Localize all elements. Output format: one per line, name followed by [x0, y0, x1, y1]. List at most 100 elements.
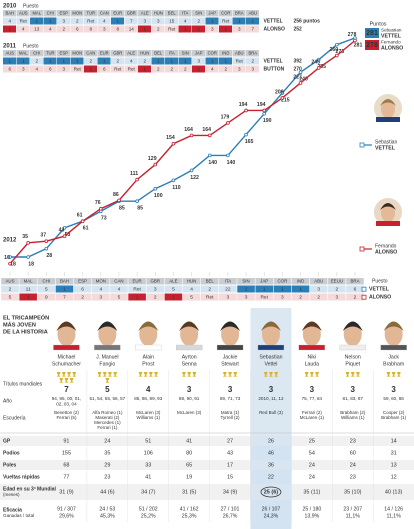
fastest-laps: 15	[227, 474, 233, 480]
portrait-shirt	[94, 344, 121, 351]
point	[335, 53, 339, 58]
position: Ret	[128, 66, 136, 71]
position: 3	[62, 18, 65, 23]
race-header-cell	[178, 50, 192, 57]
heading: EL TRICAMPEÓN	[3, 313, 49, 321]
titles: 3	[228, 385, 233, 394]
race-header-cell	[200, 278, 219, 285]
portrait-hair	[342, 321, 363, 331]
race-header-cell	[164, 278, 183, 285]
position: 1	[197, 66, 200, 71]
podiums: 80	[186, 450, 192, 456]
position-cell	[97, 17, 111, 25]
results-label: Puesto	[372, 278, 388, 284]
legend-box	[365, 28, 379, 38]
position: 4	[49, 26, 52, 31]
position-cell	[43, 25, 57, 33]
point	[353, 38, 357, 43]
position-cell	[146, 285, 165, 293]
position-cell	[16, 25, 30, 33]
race-name: COR	[208, 51, 217, 56]
portrait-face	[343, 322, 362, 346]
position: 1	[281, 286, 284, 292]
position-cell	[43, 57, 57, 65]
position: 1	[49, 58, 52, 63]
portrait-hair	[380, 203, 396, 210]
series-line	[9, 39, 356, 265]
race-name: BEL	[168, 11, 177, 16]
point	[244, 108, 248, 113]
row-label: Escudería	[3, 415, 26, 421]
trophy	[269, 372, 273, 377]
point-label: 215	[281, 97, 290, 103]
trophies	[304, 372, 319, 377]
position-cell	[57, 65, 70, 73]
trophies	[386, 372, 401, 377]
team: McLaren (1)	[300, 415, 325, 420]
season-label: Puesto	[23, 3, 39, 9]
efficiency: 25,3%	[182, 513, 197, 519]
portrait-shirt	[216, 344, 244, 351]
position-cell	[219, 25, 232, 33]
trophy	[64, 378, 69, 383]
fastest-laps: 24	[309, 474, 315, 480]
position: 3	[154, 286, 157, 292]
position-cell	[111, 17, 124, 25]
portrait-hair	[56, 321, 77, 331]
years: 51, 54, 55, 56, 57	[89, 396, 125, 401]
position: 4	[99, 286, 102, 292]
position-cell	[182, 285, 201, 293]
position-cell	[219, 65, 232, 73]
position-cell	[124, 65, 138, 73]
position-cell	[328, 293, 346, 301]
gp: 26	[268, 438, 274, 444]
position-cell	[37, 293, 56, 301]
race-name: ALE	[127, 51, 135, 56]
position-cell	[111, 25, 124, 33]
trophies	[263, 372, 278, 377]
portrait-shirt	[376, 117, 400, 122]
position-cell	[84, 17, 97, 25]
position: Ret	[87, 18, 95, 23]
position: 1	[27, 294, 30, 300]
point-label: 129	[148, 156, 157, 162]
position: 1	[76, 58, 79, 63]
position: 2	[89, 58, 92, 63]
position: 2	[76, 18, 79, 23]
position-cell	[110, 293, 128, 301]
point-label: 245	[311, 59, 320, 65]
driver-last-name: Piquet	[345, 361, 360, 367]
position: 6	[76, 26, 79, 31]
point	[80, 219, 85, 224]
race-header-cell	[165, 50, 178, 57]
wins: 26 / 107	[262, 506, 281, 512]
point-label: 73	[101, 216, 107, 222]
trophy	[182, 372, 186, 377]
position-cell	[151, 57, 165, 65]
position-cell	[3, 57, 16, 65]
age-circle	[260, 486, 282, 498]
trophies	[97, 372, 117, 383]
team: Mercedes (1)	[94, 420, 121, 425]
portrait-face	[381, 204, 395, 222]
position: 2	[9, 286, 12, 292]
position-cell	[164, 293, 183, 301]
portrait-hair	[220, 321, 241, 331]
race-header-cell	[16, 10, 30, 17]
portrait-face	[381, 100, 395, 118]
row-label: Edad en su 3º Mundial	[3, 486, 57, 492]
titles: 3	[187, 385, 192, 394]
legend-value: 278	[366, 42, 378, 49]
position: 4	[8, 18, 11, 23]
row-label: GP	[3, 438, 11, 444]
position-cell	[291, 285, 310, 293]
season-year: 2011	[3, 44, 17, 50]
trophy	[72, 372, 77, 377]
position-cell	[346, 293, 364, 301]
position-cell	[232, 17, 246, 25]
position-cell	[97, 65, 111, 73]
portrait-face	[384, 322, 403, 346]
point-label: 37	[40, 233, 46, 239]
race-header-cell	[232, 50, 246, 57]
race-name: HUN	[187, 279, 197, 284]
